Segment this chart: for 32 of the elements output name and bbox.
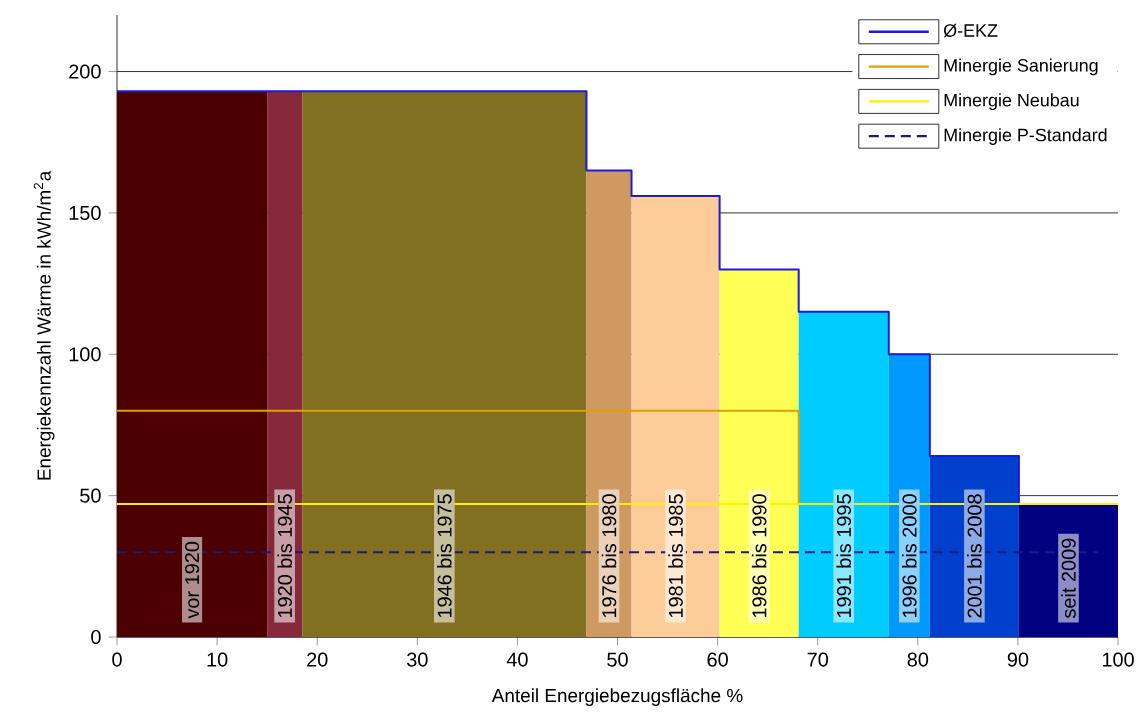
- y-tick-label: 50: [80, 488, 101, 503]
- y-tick-label: 150: [69, 205, 101, 220]
- annotation: vor 1920: [185, 541, 200, 619]
- legend-label: Minergie P-Standard: [944, 128, 1107, 145]
- annotation: 1920 bis 1945: [277, 494, 292, 618]
- x-tick-label: 0: [112, 652, 122, 667]
- annotation: 1986 bis 1990: [751, 494, 767, 618]
- x-tick-label: 50: [607, 652, 628, 667]
- annotation: 1976 bis 1980: [601, 494, 617, 618]
- y-tick-label: 0: [91, 629, 101, 645]
- x-tick-label: 70: [807, 652, 829, 667]
- x-tick-label: 60: [707, 652, 728, 667]
- x-tick-label: 100: [1102, 652, 1134, 667]
- legend-label: Ø-EKZ: [943, 23, 998, 38]
- y-tick-label: 100: [69, 347, 101, 362]
- annotation: 2001 bis 2008: [967, 494, 982, 618]
- x-tick-label: 10: [207, 652, 228, 667]
- legend-label: Minergie Sanierung: [944, 58, 1098, 76]
- y-tick-label: 200: [69, 64, 101, 79]
- annotation: 1996 bis 2000: [901, 494, 917, 618]
- y-axis-title: Energiekennzahl Wärme in kWh/m$^{2}$a: [33, 170, 55, 480]
- x-tick-label: 40: [506, 652, 528, 667]
- x-tick-label: 80: [907, 652, 929, 667]
- x-tick-label: 30: [406, 652, 428, 667]
- annotation: seit 2009: [1061, 538, 1076, 619]
- legend-label: Minergie Neubau: [944, 93, 1079, 111]
- x-tick-label: 20: [307, 652, 328, 667]
- annotation: 1991 bis 1995: [836, 494, 852, 618]
- x-tick-label: 90: [1007, 652, 1029, 667]
- annotation: 1981 bis 1985: [668, 494, 683, 618]
- annotation: 1946 bis 1975: [437, 494, 452, 618]
- x-axis-title: Anteil Energiebezugsfläche %: [491, 688, 743, 706]
